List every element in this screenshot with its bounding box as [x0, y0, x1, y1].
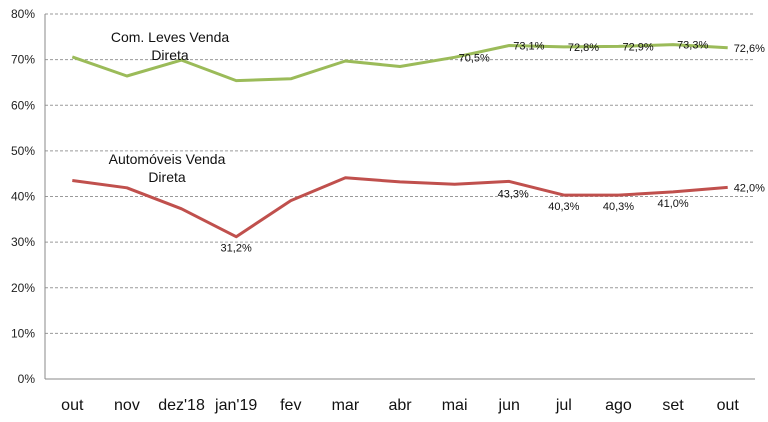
- data-label: 43,3%: [498, 188, 529, 200]
- data-label: 40,3%: [548, 201, 579, 213]
- y-axis: 0% 10% 20% 30% 40% 50% 60% 70% 80%: [11, 7, 35, 386]
- y-tick-label: 10%: [11, 326, 35, 340]
- x-tick-label: abr: [388, 397, 412, 414]
- x-tick-label: mai: [442, 397, 468, 414]
- data-label: 40,3%: [603, 201, 634, 213]
- data-label: 72,9%: [622, 41, 653, 53]
- x-tick-label: set: [662, 397, 684, 414]
- data-label: 41,0%: [657, 198, 688, 210]
- data-label: 70,5%: [459, 52, 490, 64]
- y-tick-label: 0%: [18, 372, 36, 386]
- data-label: 42,0%: [734, 182, 765, 194]
- y-tick-label: 40%: [11, 190, 35, 204]
- data-label: 31,2%: [221, 243, 252, 255]
- y-tick-label: 80%: [11, 7, 35, 21]
- y-tick-label: 70%: [11, 53, 35, 67]
- series: [71, 43, 728, 239]
- series-names: Com. Leves Venda Direta Automóveis Venda Di…: [109, 29, 230, 185]
- y-tick-label: 60%: [11, 98, 35, 112]
- series-line: [71, 43, 728, 83]
- x-tick-label: jun: [498, 397, 520, 414]
- x-axis: out nov dez'18 jan'19 fev mar abr mai jun jul ago s…: [61, 397, 739, 414]
- data-label: 73,1%: [513, 40, 544, 52]
- x-tick-label: out: [61, 397, 84, 414]
- x-tick-label: ago: [605, 397, 632, 414]
- data-label: 73,3%: [677, 40, 708, 52]
- x-tick-label: jul: [555, 397, 572, 414]
- x-tick-label: jan'19: [214, 397, 257, 414]
- series-line: [72, 176, 728, 239]
- x-tick-label: out: [717, 397, 740, 414]
- x-tick-label: fev: [280, 397, 301, 414]
- grid: [44, 13, 755, 380]
- x-tick-label: dez'18: [158, 397, 205, 414]
- series-name: Automóveis Venda Direta: [109, 151, 226, 185]
- y-tick-label: 20%: [11, 281, 35, 295]
- x-tick-label: nov: [114, 397, 140, 414]
- series-name: Com. Leves Venda Direta: [111, 29, 230, 63]
- data-label: 72,8%: [568, 42, 599, 54]
- y-tick-label: 30%: [11, 235, 35, 249]
- data-label: 72,6%: [734, 43, 765, 55]
- data-labels: 70,5% 73,1% 72,8% 72,9% 73,3% 72,6% 31,2% 43,3%…: [221, 40, 766, 255]
- x-tick-label: mar: [332, 397, 360, 414]
- y-tick-label: 50%: [11, 144, 35, 158]
